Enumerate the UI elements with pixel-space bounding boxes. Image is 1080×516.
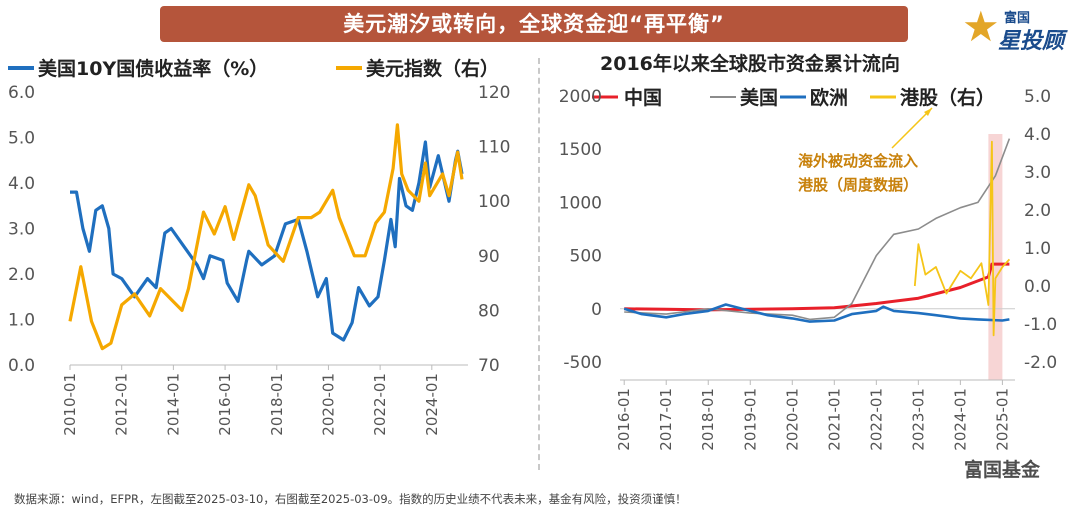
- chart-left-treasury-dollar: 美国10Y国债收益率（%） 美元指数（右） 0.0 1.0 2.0 3.0 4.0 5.0 6.…: [8, 57, 510, 436]
- series-line-usa: [624, 138, 1011, 321]
- x-tick-label: 2018-01: [699, 388, 717, 451]
- y-right-tick-label: 70: [478, 356, 500, 376]
- y-left-tick-label: 5.0: [8, 129, 35, 149]
- y-right-tick-label: 110: [478, 138, 510, 158]
- y-left-tick-label: 2.0: [8, 265, 35, 285]
- legend-left: 美国10Y国债收益率（%） 美元指数（右）: [8, 57, 499, 80]
- chart-title-right: 2016年以来全球股市资金累计流向: [600, 52, 900, 75]
- annotation-arrowhead: [924, 108, 932, 116]
- x-tick-label: 2025-01: [993, 388, 1011, 451]
- x-tick-label: 2016-01: [615, 388, 633, 451]
- logo: ★ 富国 星投顾: [962, 2, 1074, 55]
- x-tick-label: 2014-01: [164, 373, 182, 436]
- x-tick-label: 2016-01: [216, 373, 234, 436]
- x-tick-label: 2022-01: [371, 373, 389, 436]
- y-left-tick-label: 1.0: [8, 311, 35, 331]
- y-left-tick-label: -500: [563, 353, 602, 373]
- annotation-line-1: 海外被动资金流入: [798, 152, 918, 170]
- y-left-tick-label: 6.0: [8, 83, 35, 103]
- y-right-tick-label: -1.0: [1024, 315, 1057, 335]
- y-right-tick-label: 80: [478, 301, 500, 321]
- legend-item-china-label: 中国: [624, 86, 662, 109]
- x-tick-label: 2020-01: [319, 373, 337, 436]
- logo-main-text: 星投顾: [998, 29, 1065, 54]
- legend-item-hk-label: 港股（右）: [900, 86, 995, 109]
- x-tick-label: 2017-01: [657, 388, 675, 451]
- banner-title: 美元潮汐或转向，全球资金迎“再平衡”: [160, 6, 908, 42]
- y-left-tick-label: 2000: [559, 87, 602, 107]
- x-tick-label: 2024-01: [423, 373, 441, 436]
- series-line-treasury: [70, 140, 464, 342]
- divider: [538, 58, 540, 470]
- y-right-tick-label: 1.0: [1024, 239, 1051, 259]
- series-line-dollar: [68, 123, 464, 351]
- star-icon: ★: [962, 2, 1000, 51]
- y-left-tick-label: 1500: [559, 140, 602, 160]
- annotation-line-2: 港股（周度数据）: [798, 176, 918, 194]
- x-tick-label: 2022-01: [867, 388, 885, 451]
- y-left-tick-label: 3.0: [8, 220, 35, 240]
- series-line-hk: [913, 140, 1011, 337]
- y-right-tick-label: 5.0: [1024, 87, 1051, 107]
- legend-right: 中国 美国 欧洲 港股（右）: [592, 86, 995, 109]
- annotation-arrow: [891, 107, 933, 149]
- source-note: 数据来源：wind，EFPR，左图截至2025-03-10，右图截至2025-0…: [14, 492, 687, 506]
- y-right-tick-label: 3.0: [1024, 163, 1051, 183]
- y-right-tick-label: -2.0: [1024, 353, 1057, 373]
- legend-label-treasury: 美国10Y国债收益率（%）: [38, 57, 268, 80]
- legend-label-dollar: 美元指数（右）: [366, 57, 499, 80]
- y-right-tick-label: 90: [478, 247, 500, 267]
- x-tick-label: 2023-01: [909, 388, 927, 451]
- y-right-tick-label: 120: [478, 83, 510, 103]
- y-left-tick-label: 500: [570, 247, 602, 267]
- watermark-text: 富国基金: [964, 458, 1041, 481]
- x-tick-label: 2010-01: [61, 373, 79, 436]
- x-tick-label: 2018-01: [268, 373, 286, 436]
- y-left-tick-label: 1000: [559, 193, 602, 213]
- y-right-tick-label: 100: [478, 192, 510, 212]
- x-tick-label: 2021-01: [825, 388, 843, 451]
- y-left-tick-label: 4.0: [8, 174, 35, 194]
- y-right-tick-label: 4.0: [1024, 125, 1051, 145]
- legend-item-usa-label: 美国: [740, 86, 778, 109]
- x-tick-label: 2024-01: [951, 388, 969, 451]
- x-tick-label: 2012-01: [113, 373, 131, 436]
- legend-item-europe-label: 欧洲: [810, 86, 848, 109]
- y-right-tick-label: 0.0: [1024, 277, 1051, 297]
- y-left-tick-label: 0: [591, 300, 602, 320]
- y-right-tick-label: 2.0: [1024, 201, 1051, 221]
- series-line-europe: [623, 303, 1010, 323]
- y-left-tick-label: 0.0: [8, 356, 35, 376]
- x-tick-label: 2019-01: [741, 388, 759, 451]
- series-line-china: [624, 262, 1010, 312]
- x-tick-label: 2020-01: [783, 388, 801, 451]
- logo-top-text: 富国: [1004, 11, 1031, 26]
